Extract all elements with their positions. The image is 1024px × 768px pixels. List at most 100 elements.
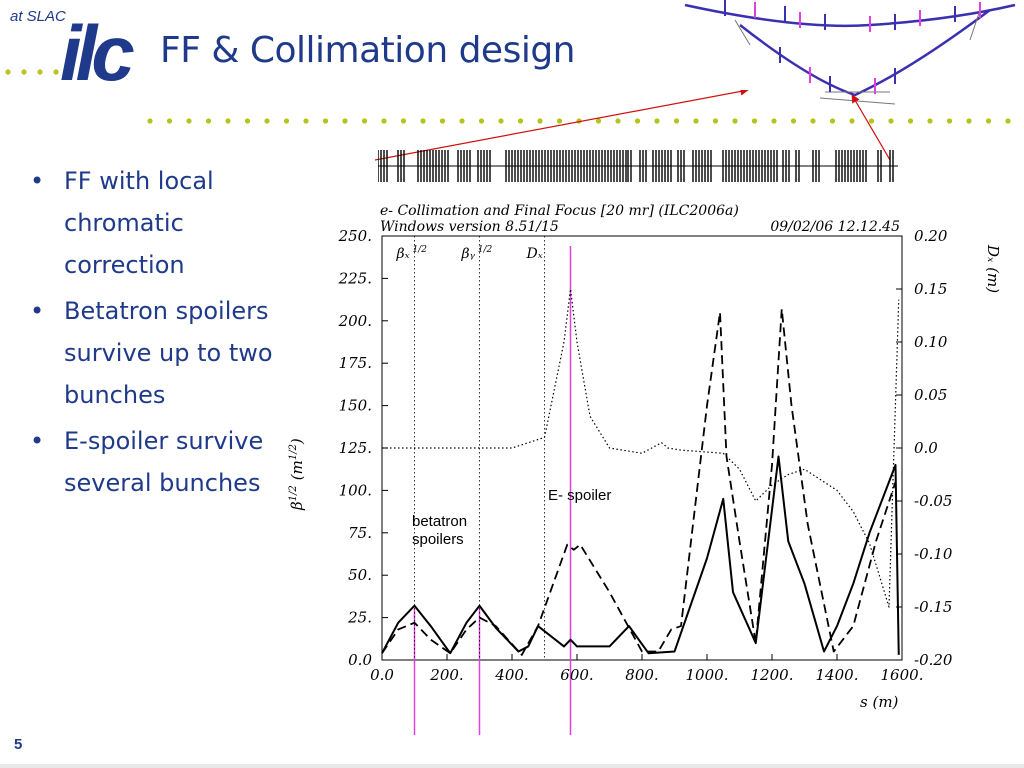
x-tick-label: 400. <box>494 666 528 684</box>
decor-dot <box>5 69 11 75</box>
beamline-outline <box>734 9 981 105</box>
decor-dot <box>888 118 894 124</box>
dot-row-bottom <box>147 118 1011 124</box>
dot-row-top <box>5 69 59 75</box>
bullet-list: FF with local chromatic correction Betat… <box>20 160 275 508</box>
y-left-tick-label: 25. <box>347 609 372 627</box>
y-right-tick-label: 0.0 <box>914 439 938 457</box>
decor-dot <box>400 118 407 124</box>
decor-dot <box>790 118 797 124</box>
annotation-e-spoiler: E- spoiler <box>548 487 612 504</box>
y-axis-right-label: Dₓ (m) <box>984 244 1002 293</box>
decor-dot <box>829 118 836 124</box>
decor-dot <box>322 118 329 124</box>
decor-dot <box>634 118 641 124</box>
decor-dot <box>966 118 972 124</box>
decor-dot <box>244 118 251 124</box>
decor-dot <box>264 118 270 124</box>
y-left-tick-label: 75. <box>348 524 372 542</box>
x-tick-label: 1000. <box>686 666 729 684</box>
x-axis-label: s (m) <box>860 693 899 711</box>
y-right-tick-label: 0.15 <box>914 280 947 298</box>
page-number: 5 <box>14 736 23 753</box>
beamline-lower <box>739 8 991 97</box>
decor-dot <box>147 118 153 124</box>
decor-dot <box>439 118 446 124</box>
x-tick-label: 1200. <box>751 666 794 684</box>
decor-dot <box>537 118 543 124</box>
y-right-tick-label: -0.05 <box>914 492 952 510</box>
decor-dot <box>21 69 27 75</box>
x-tick-label: 200. <box>429 666 463 684</box>
decor-dot <box>53 69 59 75</box>
annotation-betatron-spoilers: betatron spoilers <box>412 513 467 549</box>
decor-dot <box>732 118 738 124</box>
decor-dot <box>927 118 933 124</box>
axes: 0.0 200. 400. 600. 800. 1000. 1200. 1400. 1600. 0… <box>338 227 953 684</box>
decor-dot <box>712 118 719 124</box>
decor-dot <box>556 118 563 124</box>
series-line-dashed <box>381 308 897 656</box>
series-lines <box>381 288 900 656</box>
y-right-tick-label: 0.20 <box>914 227 948 245</box>
y-right-tick-label: -0.10 <box>914 545 953 563</box>
y-left-tick-label: 225. <box>338 269 372 287</box>
pointer-arrows <box>374 90 891 161</box>
decor-dot <box>283 118 290 124</box>
series-line-solid <box>381 455 900 655</box>
decor-dot <box>166 118 173 124</box>
x-tick-label: 1400. <box>816 666 859 684</box>
decor-dot <box>907 118 914 124</box>
arrow-to-layout-left <box>374 90 749 161</box>
chart-date: 09/02/06 12.12.45 <box>770 219 900 235</box>
legend-sup: 1/2 <box>475 245 493 255</box>
decor-dot <box>868 118 875 124</box>
x-tick-label: 0.0 <box>370 666 394 684</box>
legend-label: βₓ 1/2 <box>396 245 428 262</box>
decor-dot <box>342 118 348 124</box>
decorative-dot-rows <box>5 69 1011 124</box>
y-axis-left-label: β1/2(m1/2) <box>288 438 306 511</box>
y-left-tick-label: 50. <box>348 566 372 584</box>
decor-dot <box>420 118 426 124</box>
chart-title: e- Collimation and Final Focus [20 mr] (… <box>380 203 739 219</box>
y-left-tick-label: 100. <box>339 481 372 499</box>
decor-dot <box>751 118 758 124</box>
y-left-tick-label: 125. <box>339 439 372 457</box>
org-label: at SLAC <box>10 8 66 25</box>
arrow-to-layout-right <box>851 94 891 161</box>
decor-dot <box>225 118 231 124</box>
x-tick-label: 600. <box>560 666 593 684</box>
decor-dot <box>1005 118 1011 124</box>
decor-dot <box>849 118 855 124</box>
decor-dot <box>381 118 387 124</box>
chart-header: e- Collimation and Final Focus [20 mr] (… <box>380 203 900 235</box>
bullet-item: E-spoiler survive several bunches <box>20 420 275 504</box>
decor-dot <box>810 118 816 124</box>
marker-lines <box>413 246 572 735</box>
decor-dot <box>186 118 192 124</box>
y-right-tick-label: -0.20 <box>914 651 953 669</box>
decor-dot <box>303 118 309 124</box>
footer-divider <box>0 764 1024 768</box>
plot-frame <box>381 235 903 661</box>
bullet-item: Betatron spoilers survive up to two bunc… <box>20 290 275 416</box>
legend-label: Dₓ <box>526 246 543 262</box>
decor-dot <box>205 118 212 124</box>
y-right-tick-label: 0.05 <box>914 386 947 404</box>
decor-dot <box>693 118 699 124</box>
y-left-tick-label: 150. <box>339 397 372 415</box>
decor-dot <box>361 118 368 124</box>
y-left-tick-label: 175. <box>339 354 372 372</box>
annotation-line: spoilers <box>412 531 464 548</box>
decor-dot <box>654 118 660 124</box>
decor-dot <box>985 118 992 124</box>
x-tick-label: 800. <box>625 666 658 684</box>
decor-dot <box>946 118 953 124</box>
legend-sup: 1/2 <box>410 245 428 255</box>
annotation-line: betatron <box>412 513 468 530</box>
legend-label: βᵧ 1/2 <box>461 245 493 262</box>
decor-dot <box>517 118 524 124</box>
y-left-tick-label: 0.0 <box>348 651 372 669</box>
slide-title: FF & Collimation design <box>160 30 576 71</box>
